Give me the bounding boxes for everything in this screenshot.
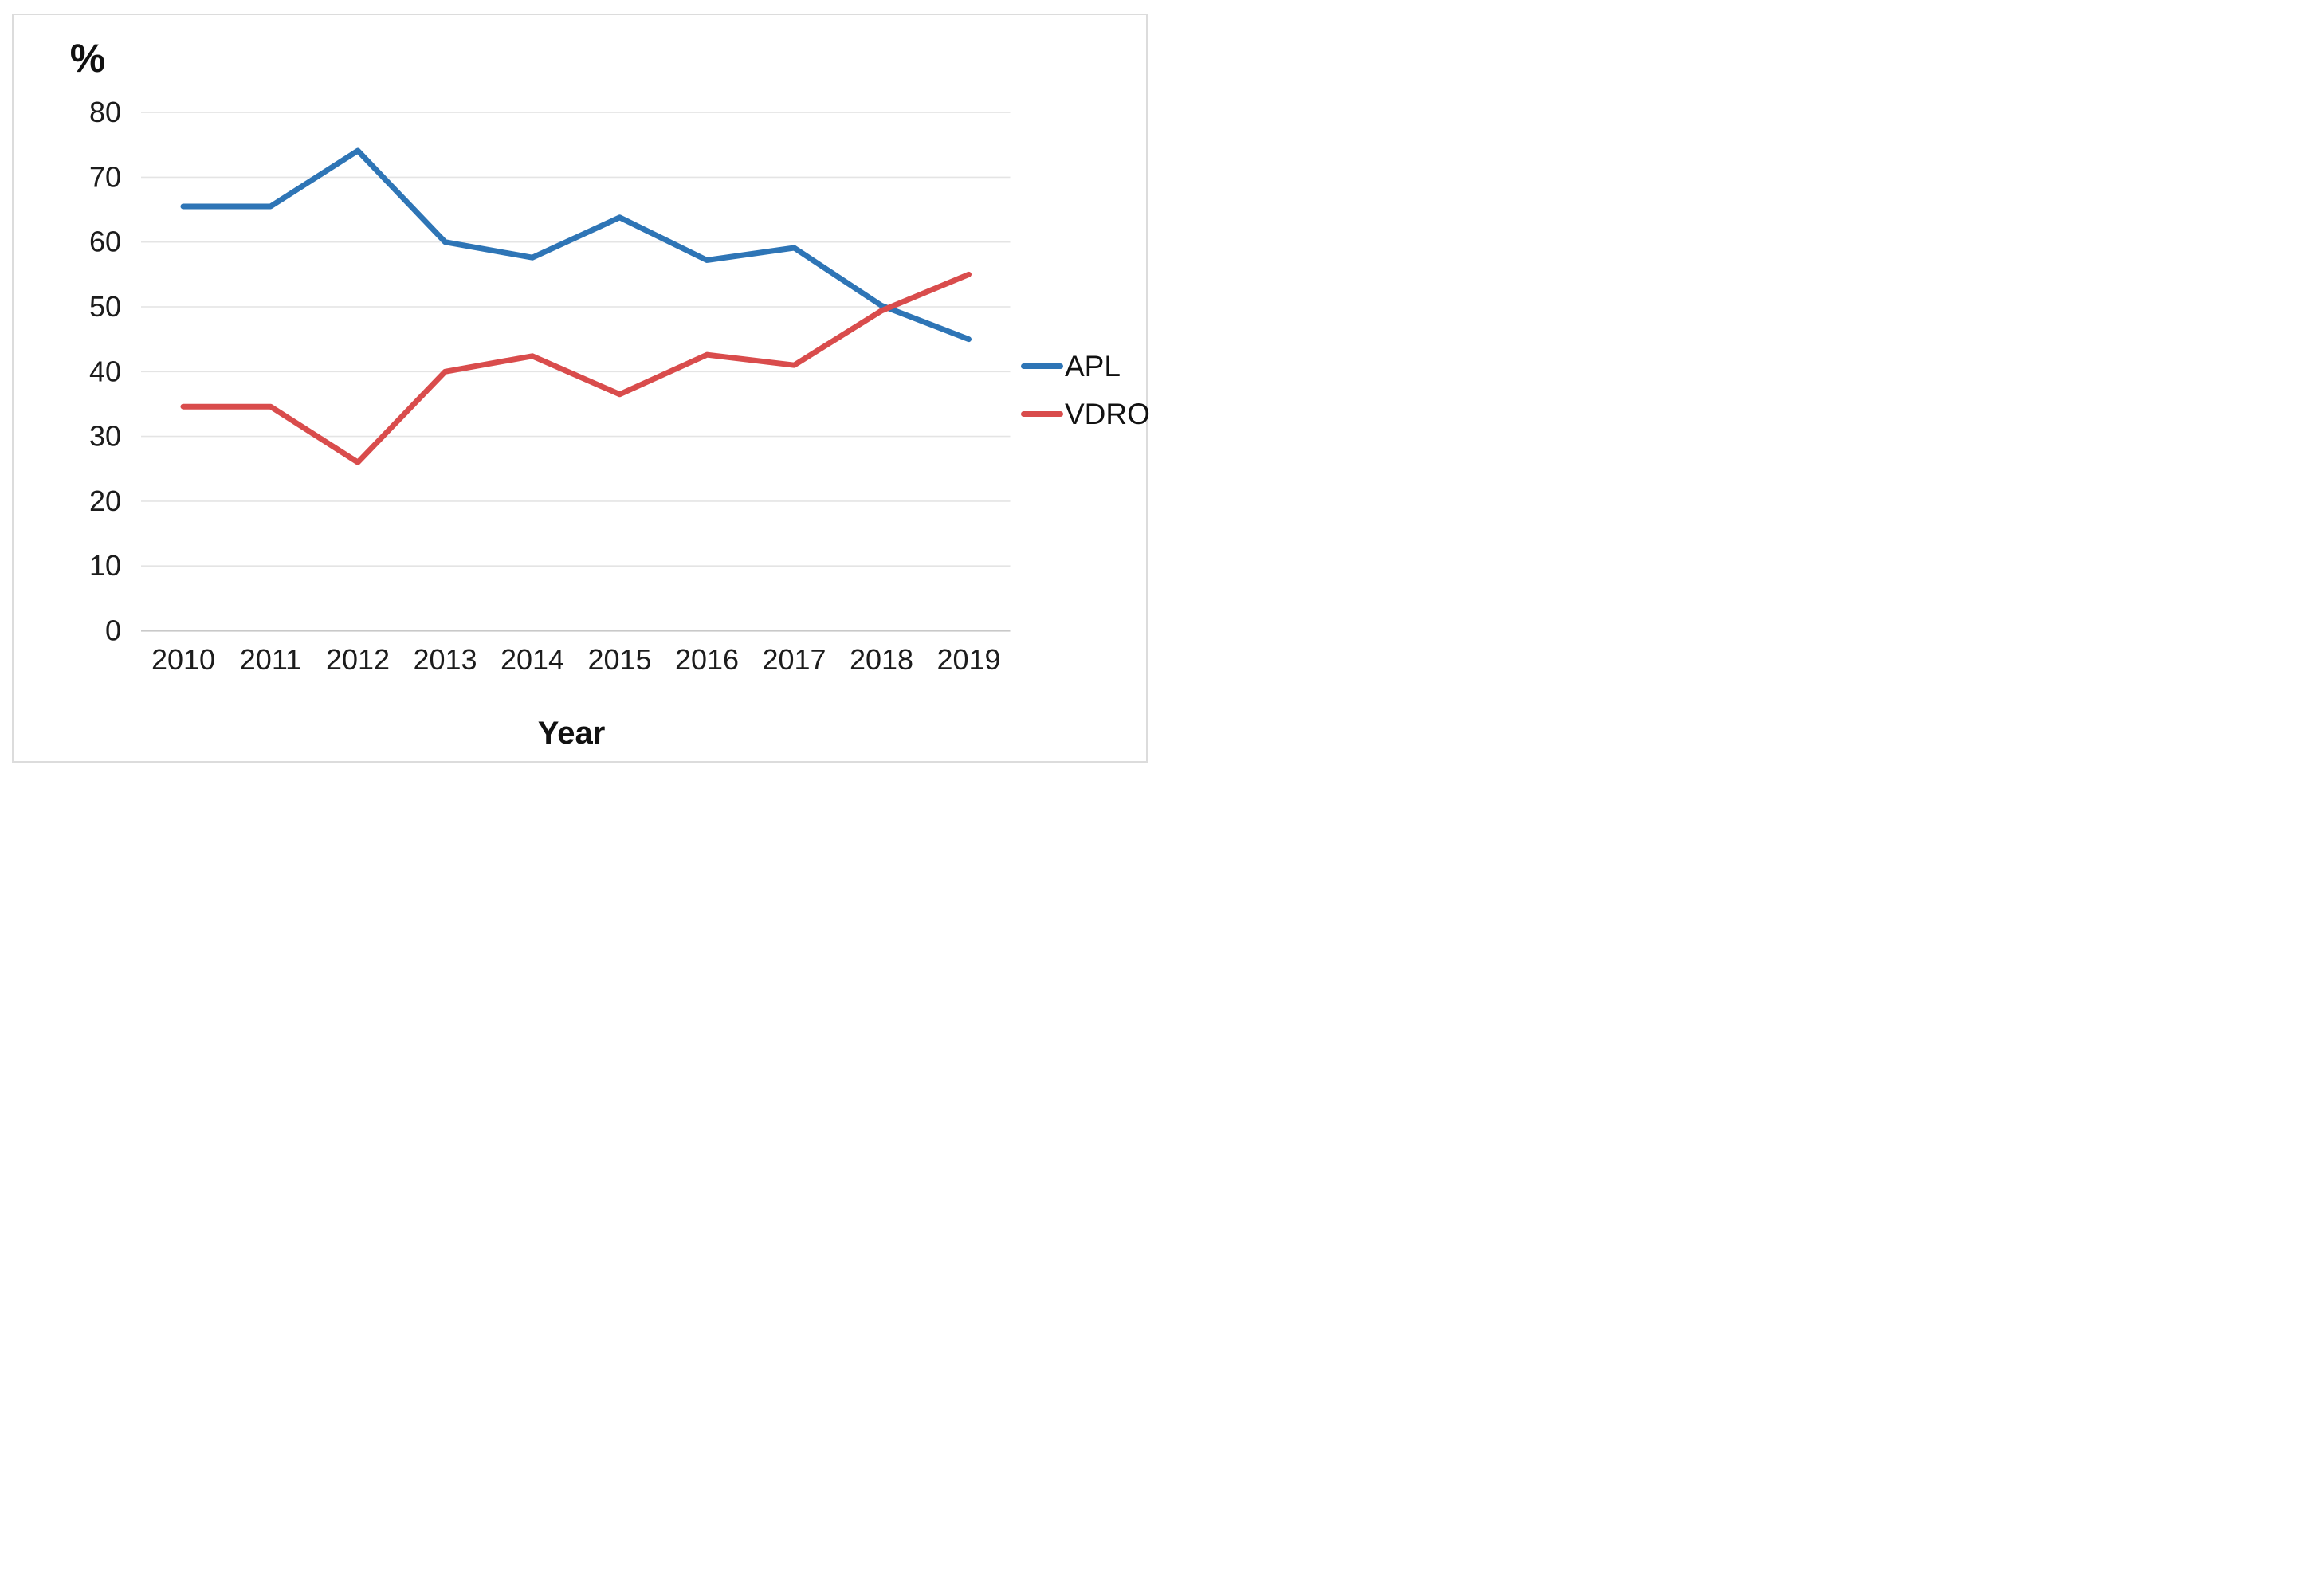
x-axis-title: Year xyxy=(537,716,606,751)
y-tick-label: 20 xyxy=(89,485,121,517)
legend-item-vdro: VDRO xyxy=(1021,397,1156,430)
legend-item-apl: APL xyxy=(1021,349,1156,383)
y-axis-unit-label: % xyxy=(69,36,106,80)
y-tick-label: 80 xyxy=(89,96,121,128)
series-line-vdro xyxy=(180,271,972,465)
legend-label-vdro: VDRO xyxy=(1065,397,1150,430)
y-tick-label: 50 xyxy=(89,290,121,323)
chart-border xyxy=(12,14,1148,763)
line-chart-plot: 0 10 20 30 40 50 60 70 80 2010 2011 2012 2013 2014 201… xyxy=(89,96,1011,676)
x-tick-label: 2015 xyxy=(587,643,651,676)
x-tick-label: 2018 xyxy=(850,643,913,676)
x-tick-label: 2019 xyxy=(936,643,1000,676)
y-tick-label: 0 xyxy=(105,614,121,647)
x-tick-label: 2013 xyxy=(413,643,477,676)
legend-swatch-vdro xyxy=(1021,410,1063,417)
x-tick-label: 2017 xyxy=(762,643,826,676)
x-tick-label: 2011 xyxy=(240,643,301,676)
y-tick-label: 40 xyxy=(89,355,121,387)
legend-label-apl: APL xyxy=(1065,349,1121,383)
y-tick-label: 60 xyxy=(89,226,121,258)
chart-figure: 0 10 20 30 40 50 60 70 80 2010 2011 2012 2013 2014 201… xyxy=(0,0,1162,785)
x-tick-label: 2012 xyxy=(326,643,390,676)
x-tick-label: 2014 xyxy=(501,643,564,676)
y-tick-label: 10 xyxy=(89,549,121,582)
legend-swatch-apl xyxy=(1021,363,1063,369)
y-tick-label: 30 xyxy=(89,420,121,453)
x-tick-label: 2010 xyxy=(151,643,215,676)
legend: APL VDRO xyxy=(1021,349,1156,445)
x-tick-label: 2016 xyxy=(675,643,739,676)
y-tick-label: 70 xyxy=(89,160,121,193)
series-line-apl xyxy=(180,147,972,343)
